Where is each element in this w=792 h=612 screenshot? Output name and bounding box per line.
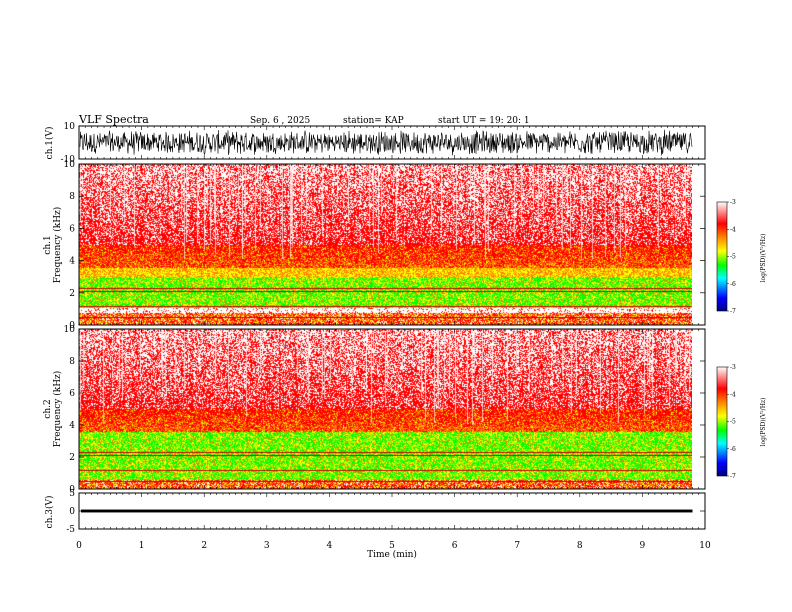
ch1-colorbar-label: log(PSD)(V²/Hz) bbox=[760, 234, 767, 283]
y-tick-label: 8 bbox=[69, 357, 75, 367]
colorbar-rect bbox=[716, 201, 728, 312]
ch1-spectrogram-heatmap bbox=[79, 164, 692, 325]
y-tick-label: 6 bbox=[69, 224, 75, 234]
colorbar-tick-label: -5 bbox=[730, 419, 736, 426]
x-tick-label: 6 bbox=[452, 541, 458, 551]
y-tick-label: 6 bbox=[69, 389, 75, 399]
x-tick-label: 4 bbox=[327, 541, 333, 551]
date-label: Sep. 6 , 2025 bbox=[250, 116, 310, 126]
ch3-waveform-band bbox=[81, 509, 693, 513]
ch2-spectrogram-ylabel-channel: ch.2 bbox=[43, 399, 53, 418]
ch1-waveform-panel: 10 -10 bbox=[61, 122, 706, 165]
y-tick-label: 4 bbox=[69, 257, 75, 267]
ch2-colorbar: -3 -4 -5 -6 -7 bbox=[716, 364, 736, 480]
colorbar-tick-label: -3 bbox=[730, 199, 736, 206]
x-tick-label: 5 bbox=[389, 541, 395, 551]
ch3-waveform-ylabel: ch.3(V) bbox=[44, 496, 55, 529]
y-tick-label: 10 bbox=[64, 160, 76, 170]
y-tick-label: -5 bbox=[66, 525, 75, 535]
ch1-colorbar: -3 -4 -5 -6 -7 bbox=[716, 199, 736, 315]
colorbar-tick-label: -7 bbox=[730, 473, 736, 480]
y-tick-label: 5 bbox=[69, 489, 75, 499]
y-tick-label: 8 bbox=[69, 192, 75, 202]
ch2-colorbar-label: log(PSD)(V²/Hz) bbox=[760, 398, 767, 447]
ch3-waveform-panel: 5 0 -5 bbox=[66, 489, 706, 535]
station-label: station= KAP bbox=[343, 116, 404, 126]
y-tick-label: 0 bbox=[69, 321, 75, 331]
x-tick-label: 0 bbox=[76, 541, 82, 551]
colorbar-tick-label: -4 bbox=[730, 391, 736, 398]
ch2-spectrogram-heatmap bbox=[79, 329, 692, 489]
colorbar-tick-label: -7 bbox=[730, 308, 736, 315]
colorbar-tick-label: -5 bbox=[730, 254, 736, 261]
x-tick-label: 8 bbox=[577, 541, 583, 551]
time-axis: 0 1 2 3 4 5 6 7 8 9 10 bbox=[76, 541, 711, 551]
x-tick-label: 3 bbox=[264, 541, 270, 551]
y-tick-label: 10 bbox=[64, 122, 76, 132]
x-tick-label: 10 bbox=[699, 541, 711, 551]
figure-title: VLF Spectra bbox=[78, 113, 149, 126]
colorbar-tick-label: -6 bbox=[730, 446, 736, 453]
y-tick-label: 10 bbox=[64, 325, 76, 335]
x-tick-label: 2 bbox=[201, 541, 207, 551]
ch1-waveform-ylabel: ch.1(V) bbox=[44, 127, 55, 160]
ch2-spectrogram-ylabel-frequency: Frequency (kHz) bbox=[52, 371, 63, 448]
x-tick-label: 9 bbox=[640, 541, 646, 551]
x-tick-label: 1 bbox=[139, 541, 145, 551]
colorbar-tick-label: -3 bbox=[730, 364, 736, 371]
ch1-spectrogram-ylabel-frequency: Frequency (kHz) bbox=[52, 207, 63, 284]
y-tick-label: 2 bbox=[69, 453, 75, 463]
time-axis-label: Time (min) bbox=[367, 549, 417, 560]
y-tick-label: 2 bbox=[69, 289, 75, 299]
x-tick-label: 7 bbox=[514, 541, 520, 551]
colorbar-tick-label: -4 bbox=[730, 226, 736, 233]
ch1-spectrogram-ylabel-channel: ch.1 bbox=[43, 235, 53, 254]
colorbar-rect bbox=[716, 366, 728, 477]
ch1-waveform-line bbox=[79, 129, 693, 156]
ch2-spectrogram-panel: 0 2 4 6 8 10 bbox=[64, 325, 706, 495]
y-tick-label: 0 bbox=[69, 485, 75, 495]
ch1-spectrogram-panel: 0 2 4 6 8 10 bbox=[64, 160, 706, 331]
y-tick-label: 0 bbox=[69, 507, 75, 517]
start-time-label: start UT = 19: 20: 1 bbox=[438, 116, 530, 126]
y-tick-label: -10 bbox=[61, 155, 76, 165]
y-tick-label: 4 bbox=[69, 421, 75, 431]
colorbar-tick-label: -6 bbox=[730, 281, 736, 288]
